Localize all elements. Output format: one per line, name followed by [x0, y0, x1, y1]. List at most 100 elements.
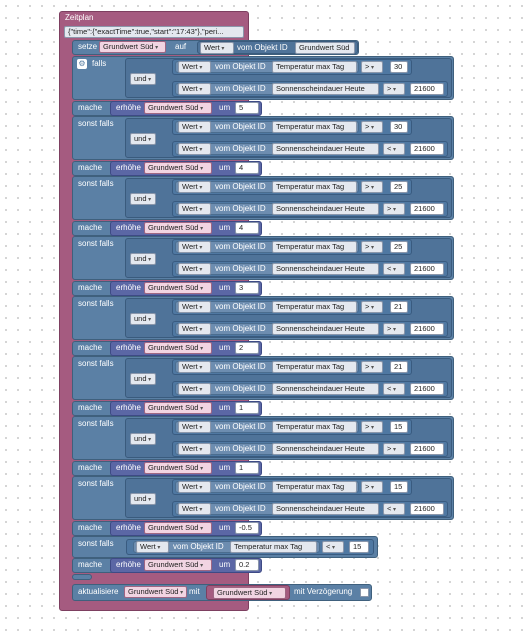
prop-dropdown[interactable]: Wert — [178, 121, 211, 133]
compare-value-field[interactable]: 15 — [349, 541, 369, 553]
prop-dropdown[interactable]: Wert — [178, 83, 211, 95]
set-target-dropdown[interactable]: Grundwert Süd — [99, 41, 166, 53]
increase-amount-field[interactable]: 4 — [235, 222, 259, 234]
compare-operator-dropdown[interactable]: > — [361, 61, 383, 73]
object-field[interactable]: Sonnenscheindauer Heute — [272, 323, 379, 335]
compare-operator-dropdown[interactable]: > — [361, 181, 383, 193]
compare-operator-dropdown[interactable]: > — [383, 203, 405, 215]
increase-amount-field[interactable]: 1 — [235, 402, 259, 414]
increase-variable-dropdown[interactable]: Grundwert Süd — [144, 522, 212, 534]
and-operator-dropdown[interactable]: und — [130, 373, 156, 385]
compare-value-field[interactable]: 21600 — [410, 443, 444, 455]
prop-dropdown[interactable]: Wert — [178, 61, 211, 73]
increase-variable-dropdown[interactable]: Grundwert Süd — [144, 342, 212, 354]
prop-dropdown[interactable]: Wert — [178, 421, 211, 433]
object-field[interactable]: Temperatur max Tag — [272, 61, 357, 73]
object-field[interactable]: Temperatur max Tag — [272, 421, 357, 433]
and-operator-dropdown[interactable]: und — [130, 313, 156, 325]
compare-operator-dropdown[interactable]: < — [322, 541, 344, 553]
increase-variable-dropdown[interactable]: Grundwert Süd — [144, 222, 212, 234]
compare-value-field[interactable]: 15 — [390, 481, 408, 493]
and-operator-dropdown[interactable]: und — [130, 493, 156, 505]
increase-variable-dropdown[interactable]: Grundwert Süd — [144, 402, 212, 414]
compare-value-field[interactable]: 21 — [390, 361, 408, 373]
compare-operator-dropdown[interactable]: > — [383, 323, 405, 335]
object-field[interactable]: Sonnenscheindauer Heute — [272, 503, 379, 515]
set-object-field[interactable]: Grundwert Süd — [295, 42, 355, 54]
prop-dropdown[interactable]: Wert — [178, 443, 211, 455]
increase-amount-field[interactable]: 3 — [235, 282, 259, 294]
compare-operator-dropdown[interactable]: > — [361, 421, 383, 433]
and-operator-dropdown[interactable]: und — [130, 133, 156, 145]
prop-dropdown[interactable]: Wert — [178, 383, 211, 395]
increase-amount-field[interactable]: 4 — [235, 162, 259, 174]
prop-dropdown[interactable]: Wert — [178, 503, 211, 515]
compare-operator-dropdown[interactable]: < — [383, 383, 405, 395]
object-field[interactable]: Sonnenscheindauer Heute — [272, 263, 379, 275]
object-field[interactable]: Temperatur max Tag — [272, 301, 357, 313]
compare-value-field[interactable]: 21600 — [410, 203, 444, 215]
object-field[interactable]: Sonnenscheindauer Heute — [272, 443, 379, 455]
compare-operator-dropdown[interactable]: > — [361, 121, 383, 133]
compare-value-field[interactable]: 21600 — [410, 383, 444, 395]
compare-operator-dropdown[interactable]: > — [361, 301, 383, 313]
prop-dropdown[interactable]: Wert — [178, 241, 211, 253]
compare-operator-dropdown[interactable]: > — [383, 443, 405, 455]
increase-variable-dropdown[interactable]: Grundwert Süd — [144, 162, 212, 174]
compare-operator-dropdown[interactable]: > — [361, 481, 383, 493]
compare-value-field[interactable]: 25 — [390, 241, 408, 253]
compare-operator-dropdown[interactable]: > — [383, 83, 405, 95]
compare-value-field[interactable]: 25 — [390, 181, 408, 193]
compare-operator-dropdown[interactable]: < — [383, 263, 405, 275]
object-field[interactable]: Sonnenscheindauer Heute — [272, 83, 379, 95]
and-operator-dropdown[interactable]: und — [130, 253, 156, 265]
prop-dropdown[interactable]: Wert — [136, 541, 169, 553]
increase-amount-field[interactable]: 5 — [235, 102, 259, 114]
gear-icon[interactable]: ⚙ — [77, 59, 87, 69]
object-field[interactable]: Temperatur max Tag — [272, 241, 357, 253]
object-field[interactable]: Temperatur max Tag — [272, 121, 357, 133]
object-field[interactable]: Sonnenscheindauer Heute — [272, 383, 379, 395]
schedule-config-field[interactable]: {"time":{"exactTime":true,"start":"17:43… — [64, 26, 244, 38]
increase-variable-dropdown[interactable]: Grundwert Süd — [144, 282, 212, 294]
increase-variable-dropdown[interactable]: Grundwert Süd — [144, 462, 212, 474]
update-target-dropdown[interactable]: Grundwert Süd — [124, 586, 187, 598]
and-operator-dropdown[interactable]: und — [130, 433, 156, 445]
increase-amount-field[interactable]: 2 — [235, 342, 259, 354]
prop-dropdown[interactable]: Wert — [178, 143, 211, 155]
prop-dropdown[interactable]: Wert — [178, 301, 211, 313]
and-operator-dropdown[interactable]: und — [130, 73, 156, 85]
compare-value-field[interactable]: 21600 — [410, 323, 444, 335]
prop-dropdown[interactable]: Wert — [178, 481, 211, 493]
compare-value-field[interactable]: 21 — [390, 301, 408, 313]
increase-amount-field[interactable]: 1 — [235, 462, 259, 474]
object-field[interactable]: Temperatur max Tag — [272, 361, 357, 373]
and-operator-dropdown[interactable]: und — [130, 193, 156, 205]
prop-dropdown[interactable]: Wert — [178, 361, 211, 373]
object-field[interactable]: Sonnenscheindauer Heute — [272, 143, 379, 155]
prop-dropdown[interactable]: Wert — [178, 323, 211, 335]
compare-value-field[interactable]: 21600 — [410, 83, 444, 95]
update-value-dropdown[interactable]: Grundwert Süd — [213, 587, 286, 599]
prop-dropdown[interactable]: Wert — [178, 263, 211, 275]
object-field[interactable]: Temperatur max Tag — [272, 481, 357, 493]
increase-amount-field[interactable]: -0.5 — [235, 522, 259, 534]
increase-amount-field[interactable]: 0.2 — [235, 559, 259, 571]
compare-operator-dropdown[interactable]: > — [361, 361, 383, 373]
increase-variable-dropdown[interactable]: Grundwert Süd — [144, 102, 212, 114]
compare-value-field[interactable]: 30 — [390, 121, 408, 133]
checkbox-icon[interactable] — [360, 588, 369, 597]
object-field[interactable]: Temperatur max Tag — [272, 181, 357, 193]
prop-dropdown[interactable]: Wert — [178, 181, 211, 193]
compare-operator-dropdown[interactable]: < — [383, 143, 405, 155]
object-field[interactable]: Sonnenscheindauer Heute — [272, 203, 379, 215]
increase-variable-dropdown[interactable]: Grundwert Süd — [144, 559, 212, 571]
prop-dropdown[interactable]: Wert — [178, 203, 211, 215]
compare-value-field[interactable]: 30 — [390, 61, 408, 73]
compare-value-field[interactable]: 21600 — [410, 263, 444, 275]
compare-value-field[interactable]: 15 — [390, 421, 408, 433]
set-prop-dropdown[interactable]: Wert — [200, 42, 234, 54]
compare-operator-dropdown[interactable]: < — [383, 503, 405, 515]
compare-value-field[interactable]: 21600 — [410, 143, 444, 155]
compare-value-field[interactable]: 21600 — [410, 503, 444, 515]
